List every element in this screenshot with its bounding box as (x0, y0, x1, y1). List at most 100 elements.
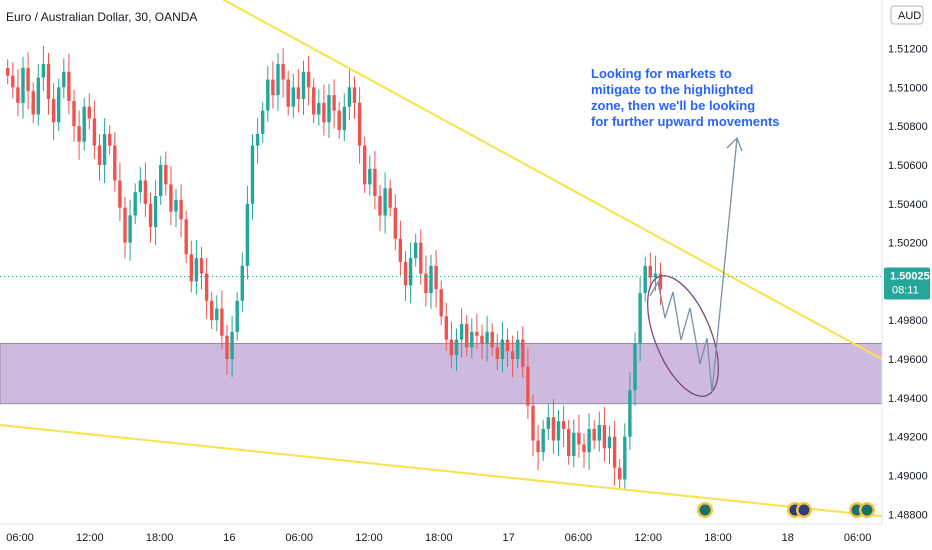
candle-body (261, 110, 265, 134)
candle-body (648, 265, 652, 278)
candle-body (393, 207, 397, 239)
candle-body (16, 87, 20, 103)
candle-body (419, 242, 423, 274)
annotation-note[interactable]: Looking for markets to mitigate to the h… (591, 66, 780, 129)
time-tick-label: 18:00 (704, 532, 732, 544)
candle-body (388, 188, 392, 208)
candle-body (398, 238, 403, 262)
candle-body (143, 180, 148, 204)
candle-body (225, 335, 229, 360)
candle-body (72, 100, 76, 127)
time-tick-label: 06:00 (844, 532, 872, 544)
economic-event-icons[interactable] (697, 502, 875, 518)
candle-body (556, 421, 561, 441)
candle-body (597, 425, 601, 441)
candle-body (102, 133, 107, 165)
time-tick-label: 12:00 (76, 532, 104, 544)
candle-body (337, 110, 341, 131)
candle-body (429, 265, 433, 294)
price-tick-label: 1.50600 (888, 160, 928, 172)
time-tick-label: 18 (782, 532, 794, 544)
candle-body (108, 133, 112, 146)
price-tick-label: 1.50400 (888, 199, 928, 211)
candle-body (235, 300, 239, 332)
candle-body (449, 339, 454, 356)
time-tick-label: 06:00 (285, 532, 313, 544)
projection-arrowhead-icon (726, 136, 743, 152)
time-tick-label: 06:00 (565, 532, 593, 544)
candle-body (276, 64, 280, 96)
candle-body (516, 339, 520, 360)
candle-body (92, 118, 97, 146)
price-tick-label: 1.49800 (888, 315, 928, 327)
candle-body (485, 331, 489, 344)
time-tick-label: 18:00 (425, 532, 453, 544)
candle-body (567, 428, 571, 457)
candle-body (82, 106, 86, 142)
candle-body (26, 67, 30, 92)
candle-body (342, 106, 346, 131)
candle-body (546, 417, 550, 429)
candle-body (57, 87, 61, 123)
note-line-1: Looking for markets to (591, 66, 732, 81)
highlighted-zone[interactable] (0, 343, 883, 405)
lower-trendline[interactable] (0, 424, 883, 518)
candle-body (347, 87, 352, 107)
projected-zigzag-path[interactable] (649, 137, 738, 393)
candle-body (148, 203, 153, 228)
candle-body (291, 87, 295, 107)
symbol-title: Euro / Australian Dollar, 30, OANDA (6, 10, 197, 24)
candle-body (561, 421, 566, 429)
time-axis-ticks: 06:00 12:00 18:00 16 06:00 12:00 18:00 17 06:00 1… (6, 532, 871, 544)
candle-body (189, 254, 193, 282)
projection-ellipse[interactable] (633, 266, 733, 406)
candle-body (612, 436, 617, 468)
candle-body (638, 293, 642, 344)
candle-body (510, 351, 515, 360)
time-tick-label: 12:00 (355, 532, 383, 544)
candle-body (169, 184, 173, 212)
candle-body (301, 71, 306, 99)
candle-body (414, 242, 418, 259)
candle-body (322, 102, 326, 123)
event-icon-inner (861, 504, 873, 516)
candle-body (332, 95, 336, 111)
candle-body (194, 258, 199, 282)
candle-body (296, 87, 301, 99)
candle-body (184, 219, 188, 255)
candle-body (357, 102, 362, 146)
price-tick-label: 1.51000 (888, 82, 928, 94)
current-price-value: 1.50025 (890, 271, 930, 283)
candle-body (475, 331, 479, 336)
candle-body (245, 203, 250, 266)
candle-body (521, 339, 525, 367)
candlestick-series (6, 45, 663, 491)
price-tick-label: 1.49400 (888, 393, 928, 405)
candle-body (266, 79, 270, 111)
note-line-2: mitigate to the highlighted (591, 82, 754, 97)
time-tick-label: 18:00 (146, 532, 174, 544)
upper-trendline[interactable] (0, 0, 883, 360)
candle-body (286, 79, 290, 107)
candle-body (403, 262, 408, 286)
candle-body (587, 428, 591, 453)
candle-body (113, 145, 117, 181)
candle-body (128, 215, 132, 243)
price-tick-label: 1.49200 (888, 432, 928, 444)
currency-badge[interactable] (890, 5, 924, 25)
candle-body (250, 145, 255, 204)
candle-body (281, 64, 285, 80)
candle-body (11, 75, 15, 88)
candle-body (220, 308, 224, 336)
candle-body (465, 324, 469, 348)
candle-body (373, 168, 377, 197)
candle-body (628, 390, 632, 437)
current-price-tag (884, 267, 930, 300)
event-icon-inner (699, 504, 711, 516)
candle-body (424, 273, 428, 294)
candle-body (623, 436, 627, 480)
candle-body (46, 64, 51, 99)
price-tick-label: 1.48800 (888, 509, 928, 521)
candle-body (592, 428, 596, 441)
